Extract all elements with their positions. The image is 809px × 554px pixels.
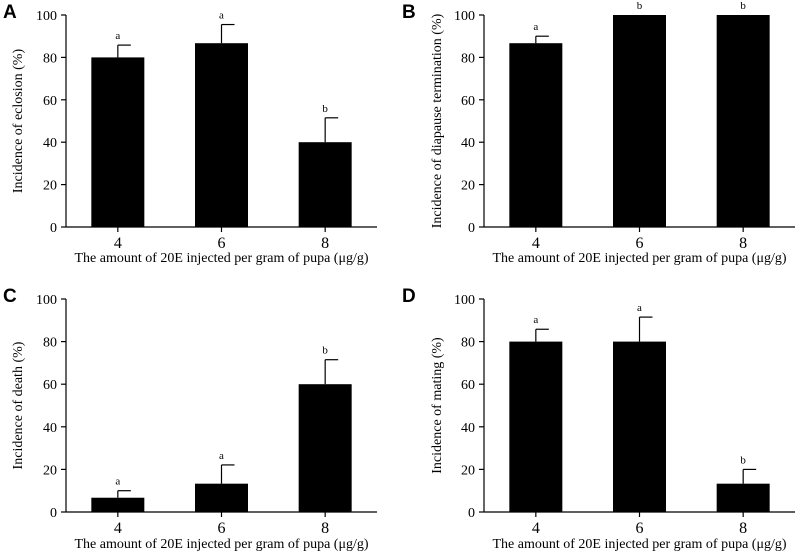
y-tick-label: 100 [454, 293, 475, 308]
x-tick-label: 8 [739, 235, 747, 252]
y-tick-label: 40 [43, 136, 57, 151]
significance-label: a [115, 476, 120, 488]
y-tick-label: 40 [461, 136, 475, 151]
y-tick-label: 80 [43, 51, 57, 66]
x-axis-title: The amount of 20E injected per gram of p… [492, 537, 786, 552]
x-axis-title: The amount of 20E injected per gram of p… [74, 251, 368, 266]
y-tick-label: 100 [36, 293, 57, 308]
significance-label: a [219, 450, 224, 462]
y-tick-label: 60 [461, 378, 475, 393]
x-tick-label: 6 [636, 235, 644, 252]
x-tick-label: 4 [114, 235, 122, 252]
x-tick-label: 6 [218, 520, 226, 537]
x-tick-label: 8 [321, 520, 329, 537]
bar-4 [509, 43, 563, 227]
y-tick-label: 20 [461, 463, 475, 478]
panel-letter: D [402, 286, 416, 307]
x-tick-label: 8 [739, 520, 747, 537]
y-tick-label: 80 [43, 336, 57, 351]
x-tick-label: 4 [114, 520, 122, 537]
y-tick-label: 80 [461, 336, 475, 351]
y-tick-label: 60 [43, 378, 57, 393]
significance-label: a [533, 21, 538, 33]
y-tick-label: 60 [43, 94, 57, 109]
x-tick-label: 4 [532, 235, 540, 252]
y-axis-title: Incidence of eclosion (%) [11, 49, 26, 194]
bar-8 [298, 142, 352, 227]
x-tick-label: 4 [532, 520, 540, 537]
x-axis-title: The amount of 20E injected per gram of p… [492, 251, 786, 266]
y-axis-title: Incidence of death (%) [11, 341, 26, 469]
bar-6 [195, 483, 248, 512]
y-axis-title: Incidence of mating (%) [430, 337, 445, 474]
bar-4 [91, 497, 145, 512]
x-tick-label: 6 [636, 520, 644, 537]
panel-letter: A [3, 2, 17, 23]
x-axis-title: The amount of 20E injected per gram of p… [74, 537, 368, 552]
y-tick-label: 20 [461, 179, 475, 194]
y-tick-label: 0 [468, 506, 475, 521]
y-tick-label: 60 [461, 94, 475, 109]
significance-label: b [637, 0, 643, 12]
significance-label: b [740, 454, 746, 466]
significance-label: b [740, 0, 746, 12]
significance-label: a [115, 30, 120, 42]
y-tick-label: 100 [454, 9, 475, 24]
bar-6 [613, 341, 666, 512]
panel-letter: B [402, 2, 416, 23]
bar-8 [716, 15, 770, 227]
y-tick-label: 20 [43, 179, 57, 194]
bar-8 [716, 483, 770, 512]
significance-label: b [322, 103, 328, 115]
significance-label: a [219, 10, 224, 22]
bar-6 [613, 15, 666, 227]
y-tick-label: 0 [50, 221, 57, 236]
y-tick-label: 0 [468, 221, 475, 236]
y-tick-label: 100 [36, 9, 57, 24]
bar-6 [195, 43, 248, 227]
bar-8 [298, 384, 352, 512]
y-tick-label: 80 [461, 51, 475, 66]
bar-4 [91, 57, 145, 228]
bar-4 [509, 341, 563, 512]
y-axis-title: Incidence of diapause termination (%) [430, 13, 445, 228]
significance-label: a [533, 314, 538, 326]
x-tick-label: 6 [218, 235, 226, 252]
significance-label: a [637, 302, 642, 314]
y-tick-label: 0 [50, 506, 57, 521]
significance-label: b [322, 345, 328, 357]
y-tick-label: 40 [461, 421, 475, 436]
panel-letter: C [3, 286, 17, 307]
y-tick-label: 20 [43, 463, 57, 478]
y-tick-label: 40 [43, 421, 57, 436]
x-tick-label: 8 [321, 235, 329, 252]
